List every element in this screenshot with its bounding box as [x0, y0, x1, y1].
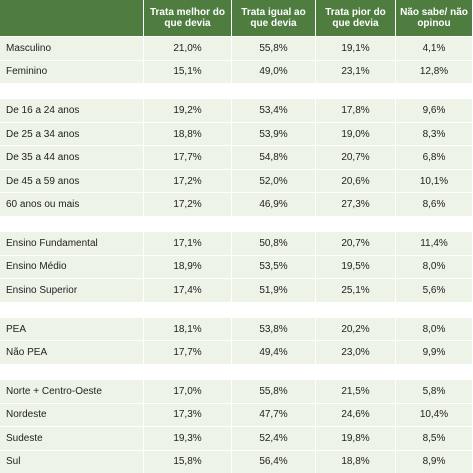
cell-value: 9,9%: [396, 341, 472, 364]
cell-value: 17,0%: [144, 380, 231, 403]
row-label: Sudeste: [0, 427, 143, 450]
cell-value: 19,5%: [316, 255, 395, 278]
row-label: De 16 a 24 anos: [0, 99, 143, 122]
cell-value: 56,4%: [232, 450, 315, 473]
cell-value: 17,3%: [144, 403, 231, 426]
cell-value: 18,1%: [144, 317, 231, 341]
header-cell: [0, 0, 143, 36]
cell-value: 8,9%: [396, 450, 472, 473]
row-label: Nordeste: [0, 403, 143, 426]
cell-value: 19,3%: [144, 427, 231, 450]
row-label: Sul: [0, 450, 143, 473]
cell-value: 52,4%: [232, 427, 315, 450]
column-header: Trata igual ao que devia: [232, 0, 315, 36]
cell-value: 17,8%: [316, 99, 395, 122]
cell-value: 55,8%: [232, 37, 315, 60]
cell-value: 49,4%: [232, 341, 315, 364]
cell-value: 4,1%: [396, 37, 472, 60]
cell-value: 21,0%: [144, 37, 231, 60]
cell-value: 19,0%: [316, 122, 395, 146]
cell-value: 8,3%: [396, 122, 472, 146]
column-header: Não sabe/ não opinou: [396, 0, 472, 36]
row-label: De 25 a 34 anos: [0, 122, 143, 146]
cell-value: 20,2%: [316, 317, 395, 341]
cell-value: 52,0%: [232, 169, 315, 193]
cell-value: 23,1%: [316, 60, 395, 83]
row-label: De 35 a 44 anos: [0, 146, 143, 169]
cell-value: 19,8%: [316, 427, 395, 450]
cell-value: 53,9%: [232, 122, 315, 146]
cell-value: 18,9%: [144, 255, 231, 278]
column-header: Trata pior do que devia: [316, 0, 395, 36]
cell-value: 15,1%: [144, 60, 231, 83]
cell-value: 53,8%: [232, 317, 315, 341]
cell-value: 53,5%: [232, 255, 315, 278]
cell-value: 19,1%: [316, 37, 395, 60]
cell-value: 20,6%: [316, 169, 395, 193]
cell-value: 49,0%: [232, 60, 315, 83]
cell-value: 27,3%: [316, 193, 395, 216]
cell-value: 17,1%: [144, 232, 231, 255]
cell-value: 10,4%: [396, 403, 472, 426]
cell-value: 51,9%: [232, 279, 315, 302]
cell-value: 20,7%: [316, 232, 395, 255]
row-label: Norte + Centro-Oeste: [0, 380, 143, 403]
cell-value: 20,7%: [316, 146, 395, 169]
row-label: PEA: [0, 317, 143, 341]
cell-value: 17,7%: [144, 341, 231, 364]
cell-value: 12,8%: [396, 60, 472, 83]
cell-value: 10,1%: [396, 169, 472, 193]
cell-value: 5,8%: [396, 380, 472, 403]
cell-value: 19,2%: [144, 99, 231, 122]
cell-value: 25,1%: [316, 279, 395, 302]
cell-value: 6,8%: [396, 146, 472, 169]
cell-value: 18,8%: [316, 450, 395, 473]
row-label: Ensino Fundamental: [0, 232, 143, 255]
row-label: Ensino Superior: [0, 279, 143, 302]
cell-value: 46,9%: [232, 193, 315, 216]
column-header: Trata melhor do que devia: [144, 0, 231, 36]
cell-value: 8,5%: [396, 427, 472, 450]
cell-value: 50,8%: [232, 232, 315, 255]
cell-value: 5,6%: [396, 279, 472, 302]
cell-value: 47,7%: [232, 403, 315, 426]
cell-value: 53,4%: [232, 99, 315, 122]
row-label: Não PEA: [0, 341, 143, 364]
cell-value: 8,6%: [396, 193, 472, 216]
row-label: Ensino Médio: [0, 255, 143, 278]
cell-value: 15,8%: [144, 450, 231, 473]
cell-value: 24,6%: [316, 403, 395, 426]
cell-value: 8,0%: [396, 255, 472, 278]
cell-value: 17,2%: [144, 169, 231, 193]
row-label: Masculino: [0, 37, 143, 60]
cell-value: 18,8%: [144, 122, 231, 146]
cell-value: 17,7%: [144, 146, 231, 169]
cell-value: 8,0%: [396, 317, 472, 341]
row-label: De 45 a 59 anos: [0, 169, 143, 193]
row-label: 60 anos ou mais: [0, 193, 143, 216]
cell-value: 21,5%: [316, 380, 395, 403]
cell-value: 9,6%: [396, 99, 472, 122]
cell-value: 54,8%: [232, 146, 315, 169]
cell-value: 55,8%: [232, 380, 315, 403]
cell-value: 17,2%: [144, 193, 231, 216]
row-label: Feminino: [0, 60, 143, 83]
cell-value: 23,0%: [316, 341, 395, 364]
cell-value: 11,4%: [396, 232, 472, 255]
cell-value: 17,4%: [144, 279, 231, 302]
